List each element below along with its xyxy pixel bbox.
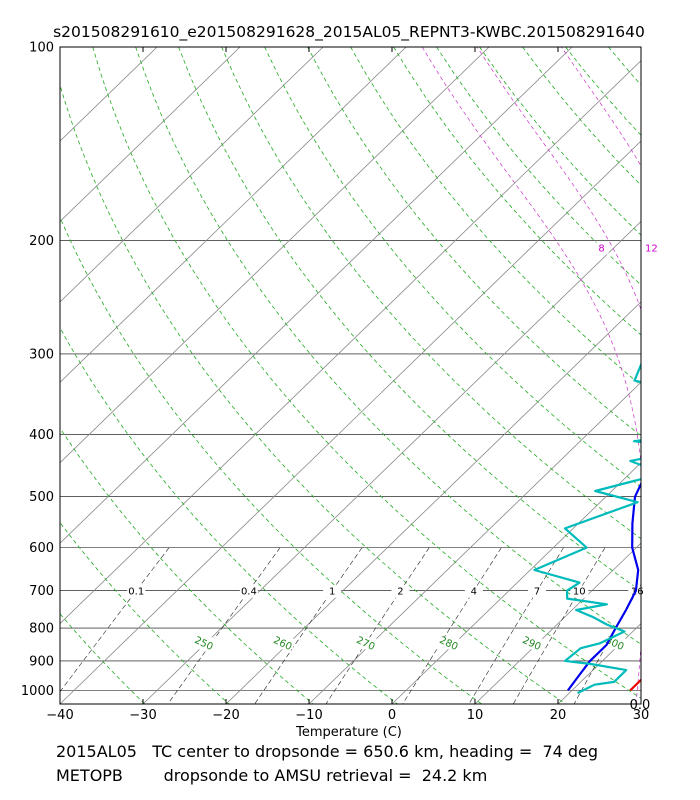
dry-adiabat-line <box>652 47 700 704</box>
dry-adiabat-line <box>221 47 641 540</box>
y-tick-label: 200 <box>29 234 54 249</box>
x-tick-label: 0 <box>388 708 396 723</box>
mixing-ratio-label-bg <box>528 585 547 598</box>
mixing-ratio-label-bg <box>323 585 342 598</box>
mixing-ratio-line <box>325 547 430 704</box>
dry-adiabat-line <box>307 47 641 437</box>
y-tick-label: 700 <box>29 584 54 599</box>
mixing-ratio-label-bg <box>239 585 258 598</box>
x-axis-label: Temperature (C) <box>295 725 402 740</box>
mixing-ratio-line <box>402 547 502 704</box>
skewt-chart: s201508291610_e201508291628_2015AL05_REP… <box>21 23 700 740</box>
moist-adiabat-line <box>476 47 641 311</box>
mixing-ratio-label: 0.1 <box>128 587 144 598</box>
mixing-ratio-label: 0.4 <box>241 587 257 598</box>
dry-adiabat-line <box>60 427 314 704</box>
isotherm-line <box>60 47 407 383</box>
profile-line-2 <box>647 47 700 699</box>
dry-adiabat-line <box>60 702 61 704</box>
mixing-ratio-label: 7 <box>534 587 540 598</box>
plot-frame <box>59 46 642 705</box>
y-tick-label: 500 <box>29 490 54 505</box>
dry-adiabat-line <box>60 83 566 704</box>
moist-adiabat-line <box>561 47 641 167</box>
x-tick-label: −30 <box>129 708 156 723</box>
dry-adiabat-line <box>608 47 641 86</box>
y-tick-label: 400 <box>29 428 54 443</box>
grid-label-layer: 81216202428320.10.4124710162502602702802… <box>127 242 659 653</box>
isotherm-line <box>60 47 490 464</box>
dry-adiabat-label-bg <box>190 637 215 650</box>
profile-line-4 <box>533 361 641 695</box>
dry-adiabat-line <box>60 327 398 704</box>
dry-adiabat-line <box>135 47 641 645</box>
dry-adiabat-label-bg <box>518 637 543 650</box>
dry-adiabat-label-bg <box>269 637 294 650</box>
y-tick-label: 300 <box>29 347 54 362</box>
dry-adiabat-label-bg <box>435 637 460 650</box>
y-tick-label: 900 <box>29 654 54 669</box>
isotherm-line <box>60 47 573 544</box>
mixing-ratio-line <box>254 547 363 704</box>
caption-line-1: 2015AL05 TC center to dropsonde = 650.6 … <box>56 742 599 761</box>
mixing-ratio-line <box>468 547 564 704</box>
profile-line-3 <box>567 481 641 692</box>
chart-title: s201508291610_e201508291628_2015AL05_REP… <box>53 23 645 42</box>
dry-adiabat-line <box>393 47 641 336</box>
dry-adiabat-line <box>60 521 230 704</box>
mixing-ratio-line <box>573 583 641 704</box>
mixing-ratio-label-bg <box>464 585 483 598</box>
dry-adiabat-line <box>60 216 482 704</box>
isotherm-line <box>60 60 641 625</box>
isotherm-line <box>60 47 241 223</box>
dry-adiabat-line <box>479 47 641 236</box>
x-tick-label: 10 <box>467 708 484 723</box>
dry-adiabat-line <box>264 47 641 488</box>
caption-line-2: METOPB dropsonde to AMSU retrieval = 24.… <box>56 766 488 785</box>
isotherm-line <box>308 381 641 704</box>
x-tick-label: 30 <box>633 708 650 723</box>
isotherm-line <box>640 703 641 704</box>
mixing-ratio-line <box>512 547 606 704</box>
moist-adiabat-line <box>421 47 641 704</box>
mixing-ratio-line <box>60 547 170 693</box>
dry-adiabat-line <box>178 47 641 592</box>
mixing-ratio-label-bg <box>391 585 410 598</box>
mixing-ratio-label: 2 <box>397 587 403 598</box>
series-layer <box>533 47 700 699</box>
corner-label: 0.0 <box>630 698 651 713</box>
dry-adiabat-line <box>436 47 641 286</box>
dry-adiabat-line <box>92 47 641 699</box>
x-tick-label: −20 <box>212 708 239 723</box>
mixing-ratio-line <box>167 547 281 704</box>
y-tick-label: 1000 <box>21 684 54 699</box>
y-tick-label: 600 <box>29 541 54 556</box>
dry-adiabat-label-bg <box>352 637 377 650</box>
dry-adiabat-line <box>350 47 641 386</box>
y-tick-label: 800 <box>29 622 54 637</box>
moist-adiabat-label: 8 <box>598 244 604 255</box>
dry-adiabat-line <box>522 47 641 186</box>
moist-adiabat-label: 12 <box>645 244 658 255</box>
isotherm-line <box>474 542 641 704</box>
x-tick-label: −10 <box>295 708 322 723</box>
isotherm-line <box>60 47 324 303</box>
isotherm-line <box>142 220 641 704</box>
mixing-ratio-label: 16 <box>631 587 644 598</box>
mixing-ratio-label-bg <box>570 585 589 598</box>
moist-adiabat-label-bg <box>594 242 609 255</box>
dry-adiabat-line <box>60 613 146 704</box>
isotherm-line <box>391 462 641 704</box>
mixing-ratio-label: 1 <box>329 587 335 598</box>
x-tick-label: 20 <box>550 708 567 723</box>
mixing-ratio-label: 4 <box>471 587 477 598</box>
mixing-ratio-label: 10 <box>573 587 586 598</box>
isotherm-line <box>60 140 641 704</box>
x-tick-label: −40 <box>46 708 73 723</box>
mixing-ratio-label-bg <box>127 585 146 598</box>
y-tick-label: 100 <box>29 41 54 56</box>
moist-adiabat-label-bg <box>644 242 659 255</box>
axis-layer: −40 −30 −20 −10 0 10 20 30 100 200 300 400 500 600 700… <box>21 41 649 724</box>
